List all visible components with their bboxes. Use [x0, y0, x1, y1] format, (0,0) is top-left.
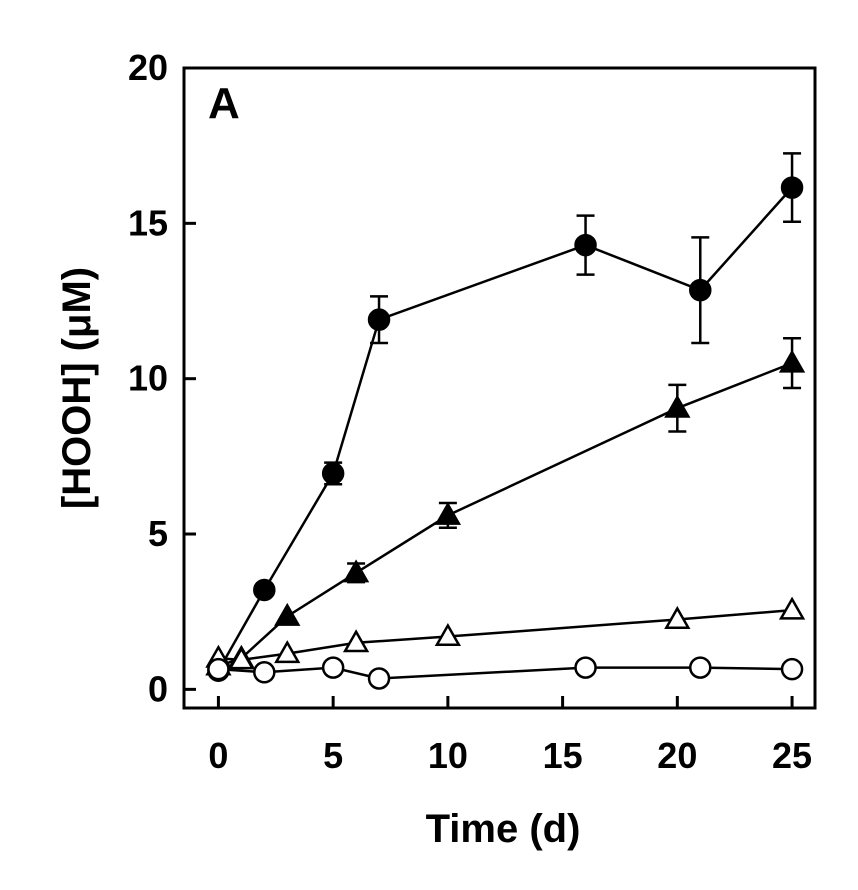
- data-point: [780, 657, 804, 681]
- x-axis: 0 5 10 15 20 25: [208, 696, 812, 776]
- data-point: [253, 661, 276, 684]
- y-tick-label: 15: [128, 202, 168, 243]
- data-point: [342, 559, 370, 583]
- data-point: [253, 578, 276, 602]
- data-point: [778, 596, 806, 620]
- plot-frame: [182, 66, 817, 710]
- series-2: [205, 337, 806, 676]
- data-point: [207, 657, 230, 681]
- y-tick-label: 20: [128, 47, 168, 88]
- series-line: [218, 608, 793, 662]
- data-point: [689, 656, 712, 679]
- x-axis-title: Time (d): [426, 807, 581, 851]
- panel-label: A: [208, 79, 240, 128]
- data-point: [434, 623, 462, 647]
- data-point: [574, 656, 597, 679]
- x-tick-label: 5: [323, 735, 343, 776]
- data-point: [778, 349, 806, 373]
- series-1: [207, 152, 804, 682]
- data-point: [367, 667, 391, 690]
- data-point: [274, 640, 301, 664]
- data-point: [274, 602, 301, 626]
- data-point: [574, 233, 597, 257]
- data-point: [434, 501, 462, 525]
- x-tick-label: 10: [428, 735, 468, 776]
- y-tick-label: 10: [128, 358, 168, 399]
- data-point: [664, 605, 691, 629]
- x-tick-label: 20: [657, 735, 697, 776]
- data-point: [321, 462, 345, 485]
- data-point: [342, 629, 370, 653]
- series-line: [217, 186, 793, 672]
- x-tick-label: 15: [543, 735, 583, 776]
- series-line: [218, 361, 793, 668]
- data-point: [228, 646, 255, 670]
- x-tick-label: 25: [772, 735, 812, 776]
- x-tick-label: 0: [208, 735, 228, 776]
- series-layer: [205, 152, 806, 690]
- data-point: [664, 394, 691, 418]
- data-point: [367, 308, 391, 331]
- series-4: [207, 656, 804, 690]
- y-tick-label: 0: [148, 668, 168, 709]
- data-point: [780, 176, 804, 199]
- y-tick-label: 5: [148, 513, 168, 554]
- data-point: [321, 656, 345, 679]
- y-axis-title: [HOOH] (μM): [55, 267, 99, 509]
- y-axis: 0 5 10 15 20: [128, 47, 196, 709]
- data-point: [689, 278, 712, 302]
